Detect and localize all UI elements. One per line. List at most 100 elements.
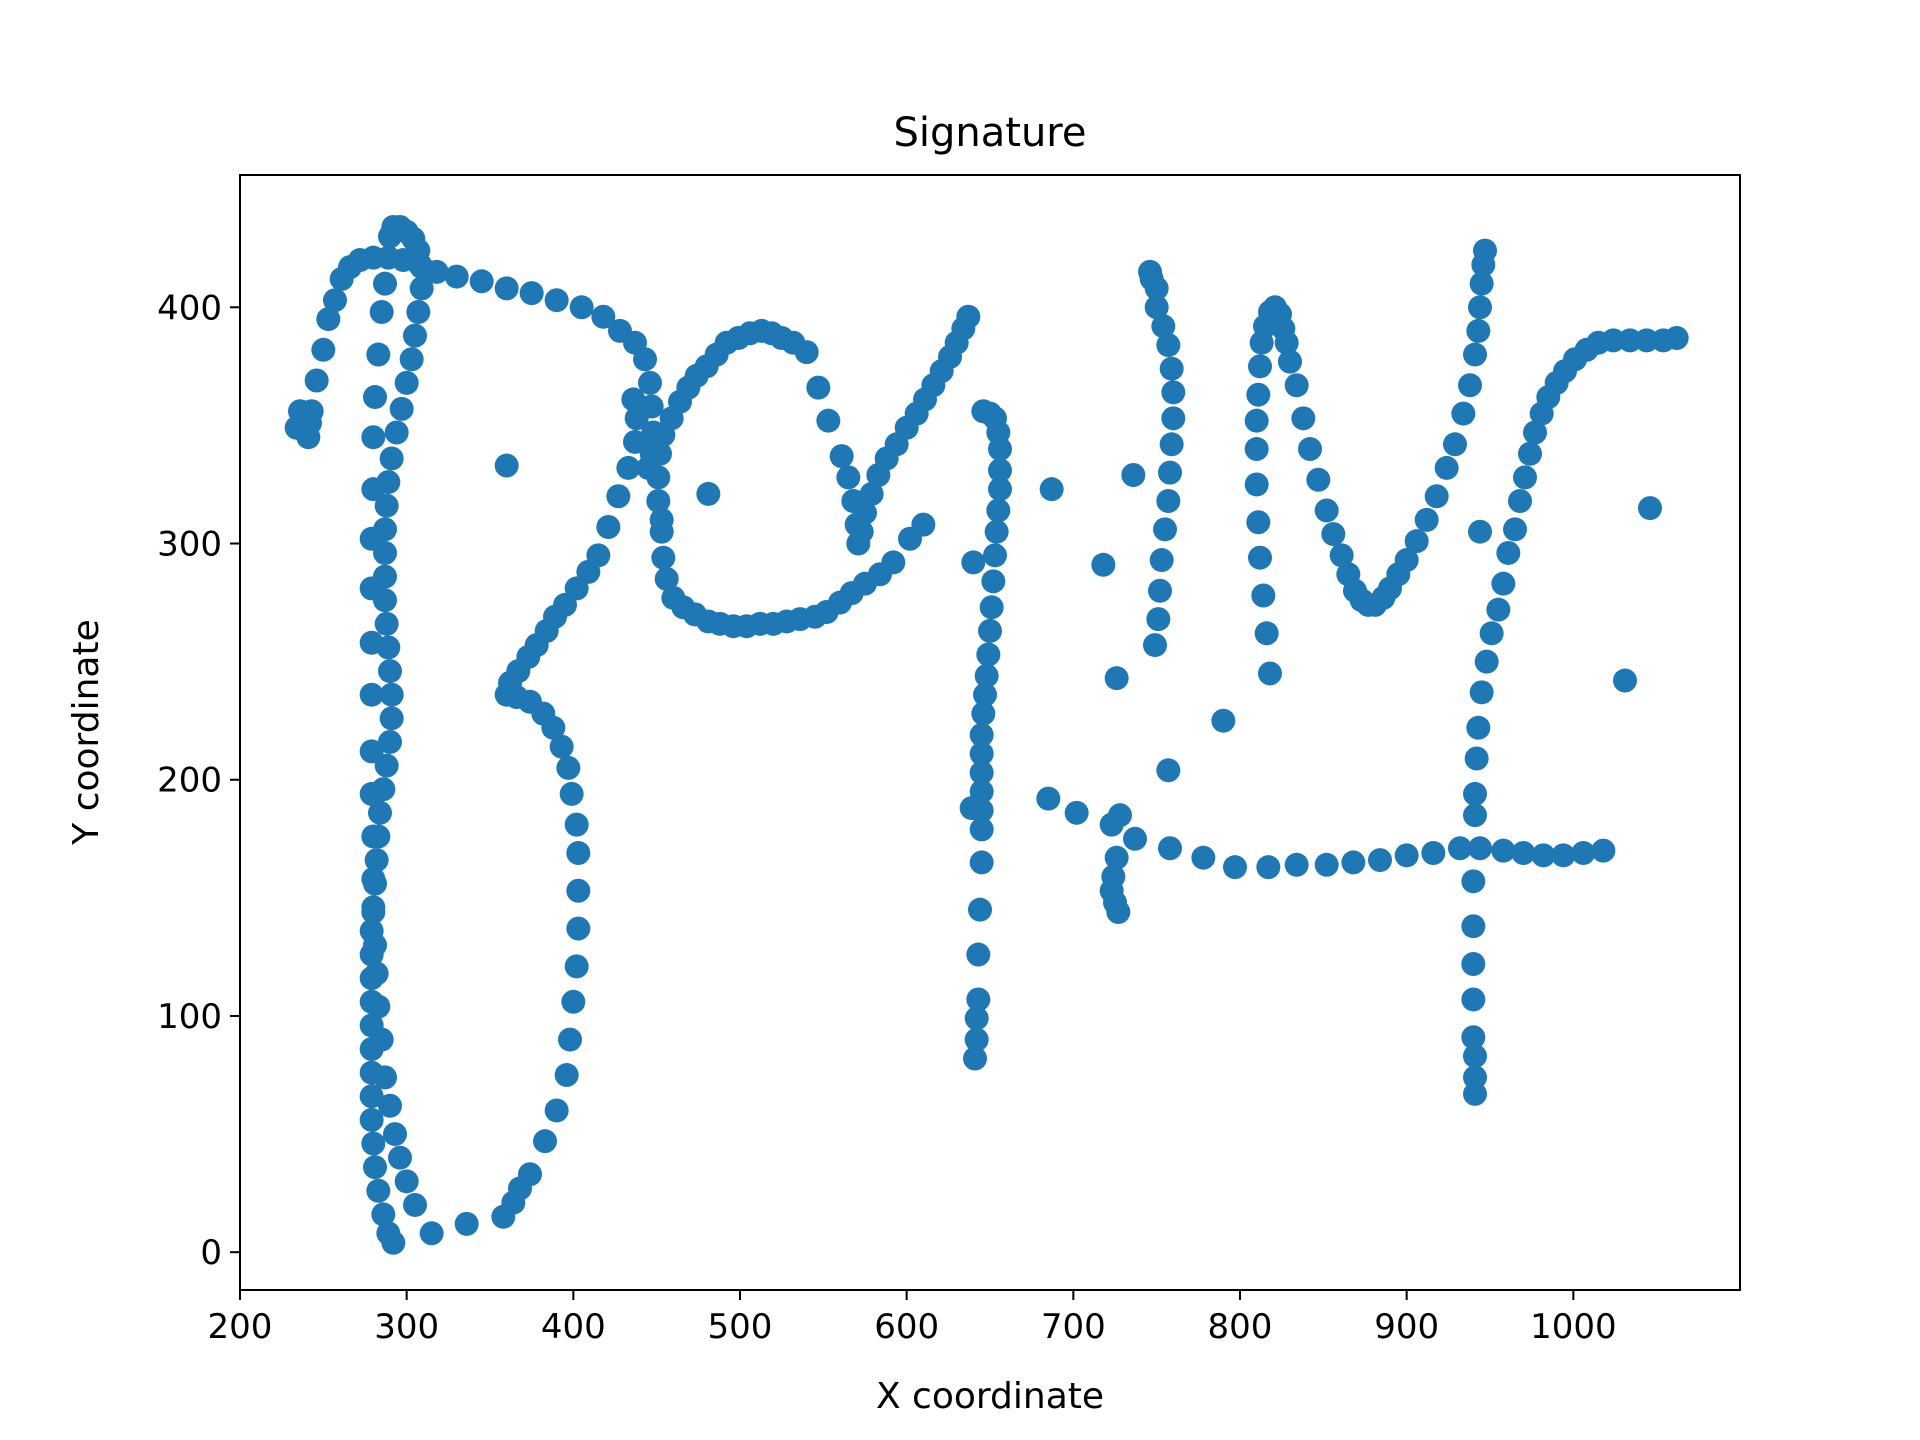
scatter-point	[1463, 803, 1487, 828]
scatter-point	[648, 441, 672, 466]
scatter-point	[969, 741, 994, 766]
scatter-point	[1468, 519, 1492, 544]
scatter-point	[1091, 552, 1116, 577]
scatter-point	[1248, 545, 1272, 570]
scatter-point	[399, 347, 424, 372]
scatter-point	[1191, 845, 1216, 870]
scatter-point	[1321, 522, 1346, 547]
scatter-point	[1468, 295, 1492, 320]
scatter-point	[1468, 836, 1492, 861]
scatter-point	[971, 701, 996, 726]
scatter-point	[361, 425, 386, 450]
scatter-point	[359, 526, 384, 551]
scatter-point	[381, 1230, 406, 1255]
scatter-point	[1153, 517, 1177, 542]
y-tick-label: 0	[200, 1233, 222, 1273]
scatter-point	[1518, 441, 1542, 466]
scatter-point	[1368, 848, 1392, 873]
scatter-point	[1463, 1081, 1487, 1106]
scatter-point	[1159, 432, 1184, 457]
scatter-point	[649, 519, 674, 544]
scatter-point	[596, 514, 621, 539]
scatter-point	[388, 1145, 412, 1170]
scatter-point	[1159, 356, 1184, 381]
scatter-point	[361, 477, 386, 502]
scatter-point	[1421, 840, 1446, 865]
scatter-point	[1463, 1065, 1487, 1090]
scatter-point	[1394, 548, 1419, 573]
scatter-point	[1211, 708, 1236, 733]
scatter-point	[374, 493, 399, 518]
scatter-point	[561, 989, 586, 1014]
scatter-point	[1314, 498, 1339, 523]
scatter-point	[969, 850, 994, 875]
scatter-point	[1463, 1044, 1487, 1069]
scatter-point	[359, 1107, 384, 1132]
scatter-point	[1144, 276, 1169, 301]
scatter-point	[1039, 477, 1064, 502]
scatter-point	[1223, 855, 1247, 880]
scatter-point	[359, 739, 384, 764]
scatter-point	[379, 706, 404, 731]
scatter-point	[1496, 540, 1521, 565]
scatter-point	[1461, 1025, 1486, 1050]
scatter-point	[1479, 621, 1504, 646]
scatter-point	[836, 465, 861, 490]
scatter-point	[1458, 373, 1482, 398]
scatter-point	[1443, 432, 1467, 457]
scatter-point	[288, 399, 312, 424]
scatter-point	[1149, 548, 1174, 573]
scatter-point	[379, 446, 404, 471]
scatter-point	[1451, 401, 1476, 426]
scatter-point	[1486, 597, 1511, 622]
scatter-point	[623, 429, 647, 454]
scatter-point	[1394, 843, 1419, 868]
scatter-point	[368, 800, 392, 825]
scatter-point	[361, 1131, 386, 1156]
scatter-point	[911, 512, 936, 537]
scatter-point	[1613, 668, 1637, 693]
scatter-point	[566, 916, 591, 941]
x-tick-label: 900	[1374, 1307, 1439, 1347]
scatter-point	[1256, 855, 1281, 880]
scatter-point	[849, 519, 874, 544]
scatter-point	[311, 337, 336, 362]
scatter-point	[444, 264, 469, 289]
scatter-point	[1144, 295, 1169, 320]
scatter-point	[988, 437, 1012, 462]
scatter-point	[379, 682, 404, 707]
scatter-point	[316, 307, 341, 332]
x-tick-label: 200	[208, 1307, 273, 1347]
axis-ticks	[230, 306, 1575, 1300]
y-tick-label: 400	[157, 288, 222, 328]
scatter-point	[1248, 354, 1272, 379]
scatter-point	[1466, 715, 1491, 740]
scatter-point	[361, 866, 386, 891]
scatter-point	[1158, 460, 1182, 485]
scatter-point	[363, 1155, 387, 1180]
scatter-point	[383, 1122, 407, 1147]
scatter-point	[1461, 952, 1486, 977]
scatter-point	[1306, 467, 1331, 492]
x-tick-label: 1000	[1530, 1307, 1617, 1347]
scatter-point	[564, 954, 589, 979]
scatter-point	[591, 304, 616, 329]
scatter-point	[1291, 406, 1316, 431]
scatter-point	[518, 1162, 542, 1187]
scatter-point	[1638, 496, 1662, 521]
scatter-point	[544, 288, 569, 313]
scatter-point	[964, 1006, 989, 1031]
scatter-point	[963, 1046, 987, 1071]
scatter-point	[406, 300, 431, 325]
scatter-point	[794, 340, 819, 365]
scatter-point	[359, 630, 384, 655]
scatter-point	[373, 1065, 397, 1090]
scatter-point	[983, 543, 1007, 568]
scatter-point	[1123, 826, 1147, 851]
scatter-point	[969, 760, 994, 785]
scatter-point	[1511, 840, 1536, 865]
scatter-point	[1284, 373, 1309, 398]
scatter-point	[981, 569, 1006, 594]
scatter-point	[559, 781, 584, 806]
scatter-point	[1461, 869, 1486, 894]
